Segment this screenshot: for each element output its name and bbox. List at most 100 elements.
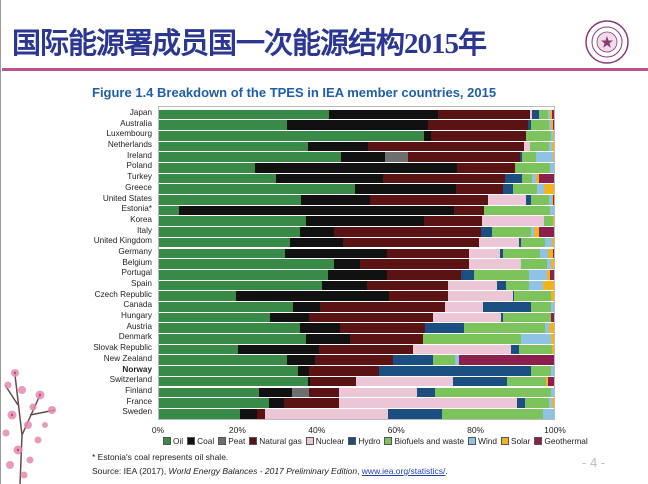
bar-row-canada <box>159 302 554 312</box>
bar-segment-hydro <box>453 376 507 387</box>
figure-title: Figure 1.4 Breakdown of the TPES in IEA … <box>92 85 497 100</box>
bar-segment-hydro <box>392 355 433 366</box>
bar-segment-wind <box>544 237 553 248</box>
bar-segment-natural-gas <box>456 163 516 173</box>
category-label: Australia <box>120 118 152 128</box>
bar-segment-nuclear <box>478 237 520 248</box>
bar-segment-hydro <box>497 280 506 291</box>
bar-segment-wind <box>537 184 545 195</box>
bar-segment-oil <box>159 312 271 323</box>
category-label: Belgium <box>122 257 152 267</box>
bar-segment-biofuels-and-waste <box>484 205 550 216</box>
bar-segment-solar <box>544 184 554 195</box>
legend-swatch <box>501 437 510 445</box>
bar-segment-oil <box>159 269 329 280</box>
bar-segment-biofuels-and-waste <box>502 248 541 259</box>
bar-segment-hydro <box>531 109 540 120</box>
bar-segment-natural-gas <box>343 237 479 248</box>
bar-segment-oil <box>159 152 342 162</box>
legend-swatch <box>534 437 543 445</box>
source-prefix: Source: IEA (2017), <box>92 466 169 476</box>
category-label: Ireland <box>126 150 152 160</box>
bar-segment-oil <box>159 398 270 408</box>
bar-segment-wind <box>550 387 554 398</box>
x-tick-label: 60% <box>387 425 405 435</box>
bar-segment-solar <box>543 280 554 291</box>
bar-segment-solar <box>549 109 552 120</box>
source-end: . <box>445 466 448 476</box>
bar-segment-hydro <box>460 269 475 280</box>
bar-segment-nuclear <box>447 280 498 291</box>
bar-segment-coal <box>258 387 293 398</box>
bar-segment-coal <box>240 408 258 419</box>
bar-segment-geothermal <box>538 173 554 184</box>
category-label: United States <box>102 193 152 203</box>
bar-segment-solar <box>533 227 539 237</box>
bar-segment-solar <box>548 248 554 259</box>
bar-segment-coal <box>289 237 344 248</box>
bar-segment-natural-gas <box>407 152 520 162</box>
bar-row-switzerland <box>159 376 554 387</box>
source-title: World Energy Balances - 2017 Preliminary… <box>168 466 358 476</box>
bar-segment-hydro <box>503 184 513 195</box>
slide-edge <box>0 0 1 484</box>
bar-segment-wind <box>529 280 544 291</box>
bar-segment-oil <box>159 259 335 269</box>
bar-segment-coal <box>305 334 351 344</box>
bar-segment-wind <box>530 227 534 237</box>
category-label: Netherlands <box>107 140 152 150</box>
page-number: - 4 - <box>582 455 606 470</box>
bar-segment-coal <box>300 227 335 237</box>
bar-segment-coal <box>276 173 384 184</box>
bar-segment-hydro <box>378 366 531 376</box>
bar-segment-biofuels-and-waste <box>512 184 538 195</box>
bar-segment-coal <box>341 152 385 162</box>
bar-segment-oil <box>159 173 277 184</box>
bar-segment-coal <box>254 163 457 173</box>
bar-segment-oil <box>159 130 425 141</box>
bar-segment-natural-gas <box>370 195 488 205</box>
bar-segment-natural-gas <box>431 130 526 141</box>
plum-blossom-decoration <box>2 369 56 484</box>
bar-segment-wind <box>548 398 553 408</box>
bar-segment-wind <box>550 130 553 141</box>
bar-segment-biofuels-and-waste <box>530 302 551 312</box>
bar-segment-oil <box>159 163 255 173</box>
legend-label: Peat <box>228 436 246 446</box>
bar-row-spain <box>159 280 554 291</box>
category-label: Slovak Republic <box>93 343 152 353</box>
bar-segment-geothermal <box>552 120 554 130</box>
bar-segment-wind <box>548 195 552 205</box>
legend-label: Oil <box>173 436 184 446</box>
bar-segment-peat <box>384 152 408 162</box>
bar-segment-oil <box>159 387 259 398</box>
bar-segment-biofuels-and-waste <box>474 269 530 280</box>
bar-segment-solar <box>552 237 554 248</box>
bar-segment-wind <box>520 334 551 344</box>
bar-segment-wind <box>544 323 549 333</box>
bar-segment-natural-gas <box>427 120 528 130</box>
bar-segment-oil <box>159 291 237 301</box>
bar-segment-coal <box>355 184 457 195</box>
bar-segment-hydro <box>510 344 520 355</box>
bar-segment-natural-gas <box>360 259 469 269</box>
bar-segment-nuclear <box>338 398 517 408</box>
category-label: Norway <box>122 364 152 374</box>
bar-segment-oil <box>159 302 293 312</box>
bar-segment-oil <box>159 141 308 152</box>
bar-segment-hydro <box>512 291 515 301</box>
source-link[interactable]: www.iea.org/statistics/ <box>361 466 446 476</box>
source-line: Source: IEA (2017), World Energy Balance… <box>92 466 448 476</box>
legend-label: Solar <box>511 436 531 446</box>
bar-segment-coal <box>424 130 432 141</box>
bar-segment-coal <box>307 376 311 387</box>
bar-segment-hydro <box>483 302 531 312</box>
x-tick-label: 40% <box>308 425 326 435</box>
legend-swatch <box>305 437 314 445</box>
bar-segment-natural-gas <box>309 387 339 398</box>
bar-row-slovak-republic <box>159 344 554 355</box>
x-tick-label: 80% <box>467 425 485 435</box>
bar-segment-solar <box>548 323 554 333</box>
bar-segment-wind <box>529 269 548 280</box>
bar-segment-coal <box>306 216 425 227</box>
